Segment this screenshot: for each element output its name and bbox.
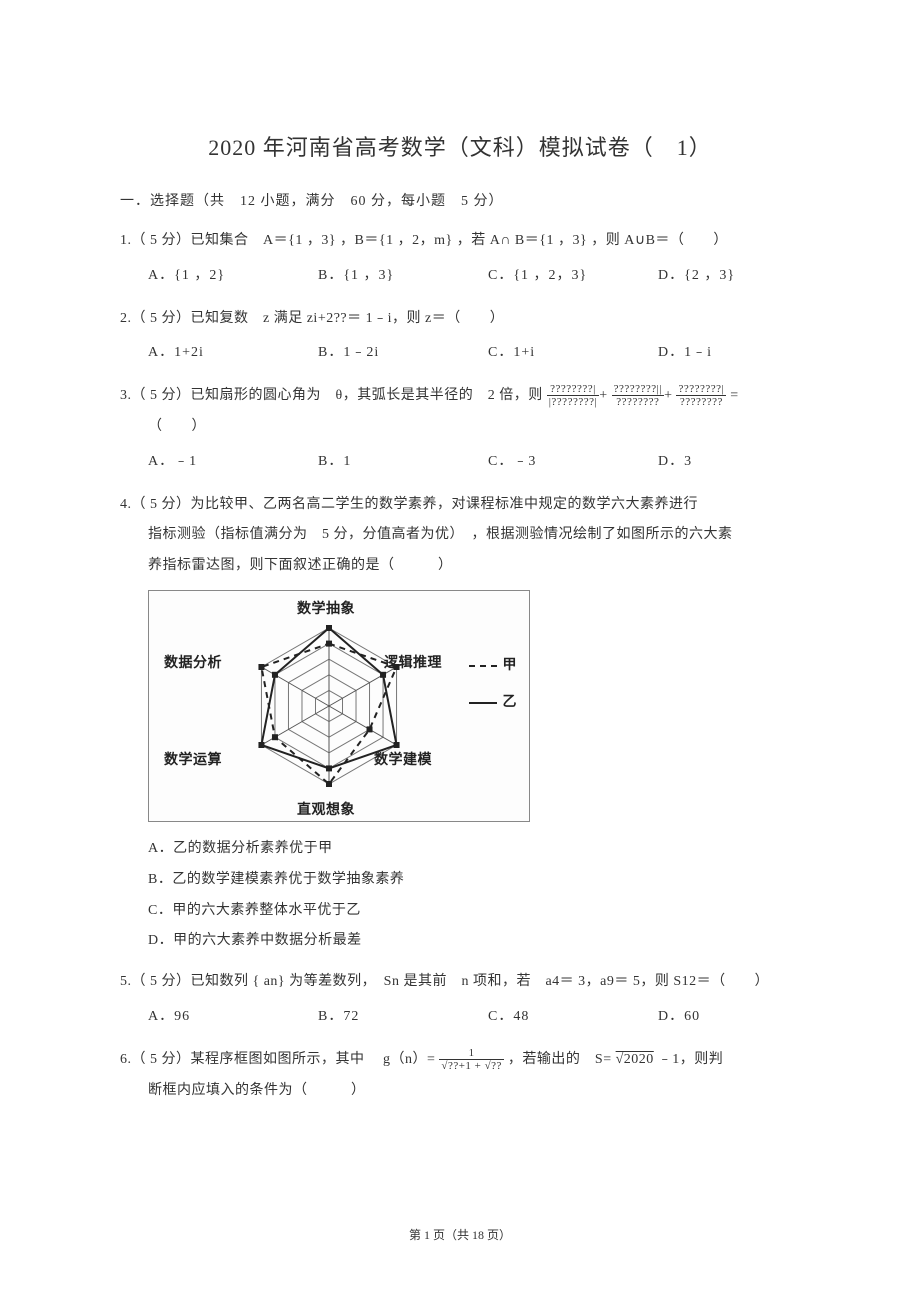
q5-option-d: D．60 [658, 1002, 700, 1033]
q5-options: A．96 B．72 C．48 D．60 [120, 1002, 800, 1033]
legend-jia: 甲 [469, 651, 518, 682]
legend-line-dashed-icon [469, 665, 497, 667]
q3-frac-1: ????????| |????????| [547, 383, 599, 408]
radar-axis-label: 数据分析 [164, 649, 222, 680]
q1-options: A．{1 ，2} B．{1 ，3} C．{1 ，2，3} D．{2 ，3} [120, 261, 800, 292]
radar-axis-label: 逻辑推理 [384, 649, 442, 680]
radar-axis-label: 数学抽象 [297, 595, 355, 626]
q3-eq: = [730, 388, 738, 403]
section-header: 一．选择题（共 12 小题，满分 60 分，每小题 5 分） [120, 190, 800, 210]
q1-option-c: C．{1 ，2，3} [488, 261, 658, 292]
q1-option-b: B．{1 ，3} [318, 261, 488, 292]
q4-option-c: C．甲的六大素养整体水平优于乙 [148, 896, 800, 927]
q3-option-d: D．3 [658, 447, 692, 478]
q4-line2: 指标测验（指标值满分为 5 分，分值高者为优） ，根据测验情况绘制了如图所示的六… [120, 520, 800, 551]
q6-stem-post: ﹣1，则判 [658, 1052, 724, 1067]
question-4: 4.（ 5 分）为比较甲、乙两名高二学生的数学素养，对课程标准中规定的数学六大素… [120, 490, 800, 958]
legend-line-solid-icon [469, 702, 497, 704]
q2-option-a: A．1+2i [148, 338, 318, 369]
q3-option-b: B．1 [318, 447, 488, 478]
q6-sqrt: √2020 [616, 1045, 654, 1076]
q6-stem-mid: ，若输出的 S= [508, 1052, 612, 1067]
question-6: 6.（ 5 分）某程序框图如图所示，其中 g（n）= 1 √??+1 + √??… [120, 1045, 800, 1107]
q5-option-b: B．72 [318, 1002, 488, 1033]
q4-line3: 养指标雷达图，则下面叙述正确的是（ ） [120, 551, 800, 582]
page-title: 2020 年河南省高考数学（文科）模拟试卷（ 1） [120, 130, 800, 162]
q6-stem-pre: 6.（ 5 分）某程序框图如图所示，其中 g（n）= [120, 1052, 435, 1067]
q1-option-a: A．{1 ，2} [148, 261, 318, 292]
radar-axis-label: 数学运算 [164, 746, 222, 777]
question-3: 3.（ 5 分）已知扇形的圆心角为 θ，其弧长是其半径的 2 倍，则 ?????… [120, 381, 800, 477]
q5-stem: 5.（ 5 分）已知数列 { an} 为等差数列， Sn 是其前 n 项和，若 … [120, 967, 800, 998]
q6-frac: 1 √??+1 + √?? [439, 1047, 504, 1072]
q3-frac-3: ????????| ???????? [676, 383, 726, 408]
q2-options: A．1+2i B．1﹣2i C．1+i D．1﹣i [120, 338, 800, 369]
radar-axis-label: 数学建模 [374, 746, 432, 777]
q1-option-d: D．{2 ，3} [658, 261, 735, 292]
question-5: 5.（ 5 分）已知数列 { an} 为等差数列， Sn 是其前 n 项和，若 … [120, 967, 800, 1033]
q6-line2: 断框内应填入的条件为（ ） [120, 1076, 800, 1107]
q3-option-a: A．﹣1 [148, 447, 318, 478]
q4-options: A．乙的数据分析素养优于甲 B．乙的数学建模素养优于数学抽象素养 C．甲的六大素… [120, 834, 800, 957]
q1-stem: 1.（ 5 分）已知集合 A＝{1 ，3} ，B＝{1 ，2，m} ，若 A∩ … [120, 226, 800, 257]
q3-frac-2: ????????|| ???????? [612, 383, 664, 408]
q3-stem-pre: 3.（ 5 分）已知扇形的圆心角为 θ，其弧长是其半径的 2 倍，则 [120, 388, 543, 403]
q2-option-d: D．1﹣i [658, 338, 712, 369]
q4-line1: 4.（ 5 分）为比较甲、乙两名高二学生的数学素养，对课程标准中规定的数学六大素… [120, 490, 800, 521]
q3-stem: 3.（ 5 分）已知扇形的圆心角为 θ，其弧长是其半径的 2 倍，则 ?????… [120, 381, 800, 412]
radar-axis-label: 直观想象 [297, 796, 355, 827]
page-footer: 第 1 页（共 18 页） [120, 1226, 800, 1243]
legend-yi: 乙 [469, 688, 518, 719]
q4-option-b: B．乙的数学建模素养优于数学抽象素养 [148, 865, 800, 896]
q2-stem: 2.（ 5 分）已知复数 z 满足 zi+2??＝ 1﹣i，则 z＝（ ） [120, 304, 800, 335]
q5-option-a: A．96 [148, 1002, 318, 1033]
q3-options: A．﹣1 B．1 C．﹣3 D．3 [120, 447, 800, 478]
question-1: 1.（ 5 分）已知集合 A＝{1 ，3} ，B＝{1 ，2，m} ，若 A∩ … [120, 226, 800, 292]
q2-option-b: B．1﹣2i [318, 338, 488, 369]
q3-stem-post: （ ） [120, 412, 800, 443]
q6-stem: 6.（ 5 分）某程序框图如图所示，其中 g（n）= 1 √??+1 + √??… [120, 1045, 800, 1076]
q3-option-c: C．﹣3 [488, 447, 658, 478]
q5-option-c: C．48 [488, 1002, 658, 1033]
radar-chart: 数学抽象 逻辑推理 数学建模 直观想象 数学运算 数据分析 甲 乙 [148, 590, 530, 822]
q4-option-a: A．乙的数据分析素养优于甲 [148, 834, 800, 865]
q2-option-c: C．1+i [488, 338, 658, 369]
q4-option-d: D．甲的六大素养中数据分析最差 [148, 926, 800, 957]
radar-legend: 甲 乙 [469, 651, 518, 725]
question-2: 2.（ 5 分）已知复数 z 满足 zi+2??＝ 1﹣i，则 z＝（ ） A．… [120, 304, 800, 370]
